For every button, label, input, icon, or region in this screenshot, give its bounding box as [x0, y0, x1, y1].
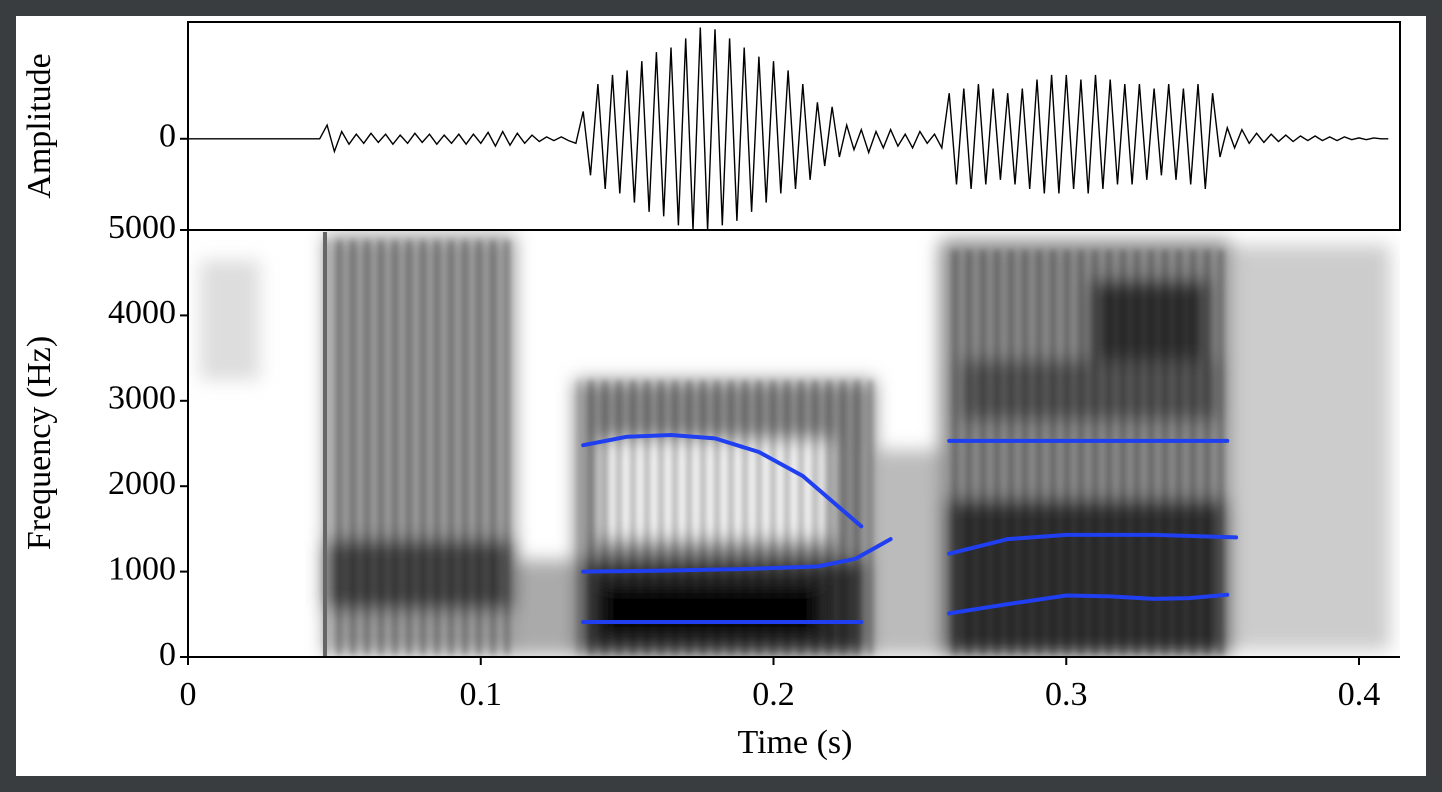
y-tick-label: 0	[159, 118, 176, 155]
x-tick-label: 0.3	[1045, 676, 1088, 713]
x-tick-label: 0.4	[1338, 676, 1381, 713]
x-tick-label: 0.1	[460, 676, 503, 713]
y-axis-label: Amplitude	[21, 53, 58, 198]
y-tick-label: 0	[159, 636, 176, 673]
formant-line	[581, 532, 1239, 574]
x-axis-label: Time (s)	[738, 724, 853, 761]
formant-line	[581, 592, 1230, 624]
waveform	[188, 27, 1389, 231]
formant-line	[581, 433, 1230, 529]
amplitude-frame	[187, 21, 1401, 231]
y-tick-label: 4000	[108, 294, 176, 331]
y-tick-label: 3000	[108, 380, 176, 417]
y-tick-label: 2000	[108, 465, 176, 502]
x-tick-label: 0.2	[752, 676, 795, 713]
x-tick-label: 0	[180, 676, 197, 713]
y-axis-label: Frequency (Hz)	[21, 336, 58, 550]
y-tick-label: 1000	[108, 550, 176, 587]
spectrogram	[200, 232, 1390, 657]
y-tick-label: 5000	[108, 209, 176, 246]
